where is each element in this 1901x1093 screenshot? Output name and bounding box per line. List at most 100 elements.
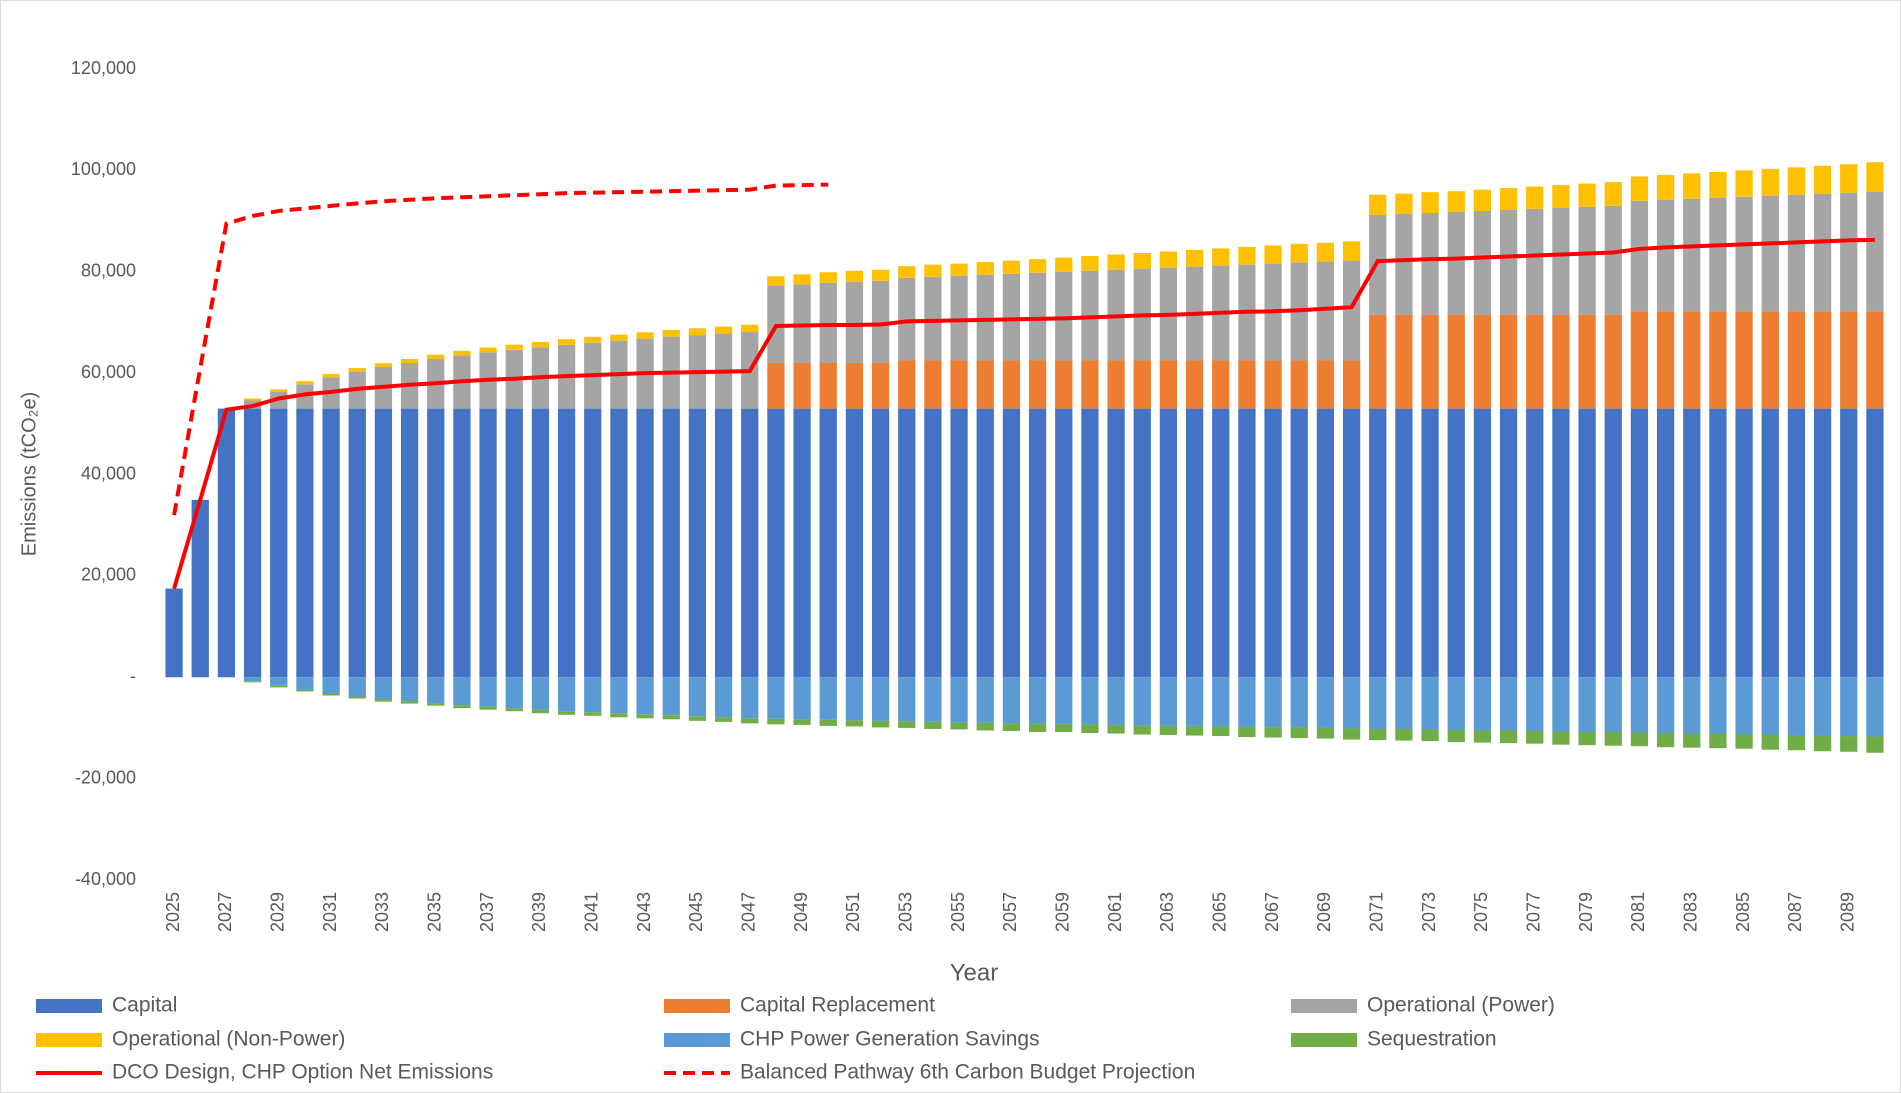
bar-segment: [845, 281, 864, 363]
bar-segment: [557, 408, 576, 678]
bar-segment: [1604, 182, 1622, 206]
bar-segment: [1604, 677, 1622, 732]
x-tick-label: 2027: [215, 892, 235, 932]
x-tick-label: 2069: [1314, 892, 1334, 932]
bar-segment: [1107, 677, 1125, 725]
bar-segment: [374, 699, 393, 702]
bar-segment: [1683, 198, 1701, 312]
bar-segment: [1290, 727, 1308, 739]
bar-segment: [898, 677, 916, 722]
bar-segment: [1735, 677, 1753, 735]
bar-segment: [270, 685, 288, 688]
bar-segment: [1840, 408, 1858, 678]
bar-segment: [1185, 360, 1204, 409]
bar-segment: [1447, 314, 1465, 409]
bar-segment: [1526, 208, 1544, 315]
x-tick-label: 2071: [1367, 892, 1387, 932]
bar-segment: [976, 262, 994, 275]
y-tick-label: -20,000: [75, 767, 136, 787]
bar-segment: [1656, 174, 1675, 200]
bar-segment: [636, 408, 654, 678]
bar-segment: [1473, 677, 1492, 731]
x-tick-label: 2085: [1733, 892, 1753, 932]
bar-segment: [1604, 314, 1622, 409]
bar-segment: [636, 714, 654, 719]
bar-segment: [1028, 360, 1047, 409]
bar-segment: [1630, 732, 1649, 747]
bar-segment: [1081, 724, 1099, 734]
bar-segment: [924, 264, 942, 277]
bar-segment: [1499, 209, 1518, 315]
bar-segment: [1656, 199, 1675, 312]
x-tick-label: 2047: [739, 892, 759, 932]
x-tick-label: 2041: [582, 892, 602, 932]
bar-segment: [741, 324, 759, 333]
x-tick-label: 2037: [477, 892, 497, 932]
bar-segment: [270, 408, 288, 678]
bar-segment: [793, 677, 811, 720]
bar-segment: [819, 408, 837, 678]
bar-segment: [505, 344, 523, 350]
bar-segment: [1578, 314, 1596, 409]
bar-segment: [1709, 408, 1727, 678]
bar-segment: [505, 677, 523, 709]
bar-segment: [636, 332, 654, 339]
bar-segment: [1604, 731, 1622, 746]
bar-segment: [1107, 408, 1125, 678]
bar-segment: [950, 722, 968, 730]
bar-segment: [1342, 260, 1361, 361]
x-tick-label: 2081: [1628, 892, 1648, 932]
bar-segment: [1552, 731, 1570, 745]
legend-label: DCO Design, CHP Option Net Emissions: [112, 1061, 493, 1084]
bar-segment: [1342, 408, 1361, 678]
bar-segment: [898, 266, 916, 278]
bar-segment: [1369, 728, 1387, 741]
bar-segment: [1473, 314, 1492, 409]
bar-segment: [610, 334, 628, 341]
bar-segment: [1421, 729, 1439, 742]
y-tick-label: 80,000: [81, 261, 136, 281]
bar-segment: [1578, 677, 1596, 732]
bar-segment: [400, 701, 419, 704]
bar-segment: [1002, 677, 1021, 724]
bar-segment: [1055, 360, 1073, 409]
bar-segment: [1133, 408, 1151, 678]
bar-segment: [924, 408, 942, 678]
bar-segment: [1264, 360, 1282, 409]
bar-segment: [1840, 164, 1858, 193]
bar-segment: [557, 677, 576, 712]
x-tick-label: 2033: [372, 892, 392, 932]
bar-segment: [1683, 311, 1701, 409]
bar-segment: [714, 677, 733, 718]
bar-segment: [1552, 677, 1570, 732]
bar-segment: [348, 696, 366, 699]
bar-segment: [1787, 408, 1806, 678]
bar-segment: [898, 408, 916, 678]
bar-segment: [1683, 733, 1701, 748]
x-tick-label: 2063: [1157, 892, 1177, 932]
bar-segment: [871, 677, 890, 721]
bar-segment: [1421, 408, 1439, 678]
bar-segment: [1002, 273, 1021, 361]
bar-segment: [662, 330, 680, 337]
bar-segment: [610, 408, 628, 678]
bar-segment: [1578, 206, 1596, 315]
bar-segment: [714, 717, 733, 722]
bar-segment: [1316, 242, 1335, 262]
bar-segment: [1709, 677, 1727, 734]
y-tick-label: -40,000: [75, 869, 136, 889]
bar-segment: [1630, 200, 1649, 312]
bar-segment: [976, 274, 994, 361]
bar-segment: [584, 712, 602, 716]
bar-segment: [1604, 408, 1622, 678]
bar-segment: [270, 389, 288, 392]
bar-segment: [1787, 677, 1806, 736]
bar-segment: [1552, 408, 1570, 678]
bar-segment: [322, 408, 340, 678]
bar-segment: [1866, 311, 1884, 409]
bar-segment: [505, 408, 523, 678]
legend-label: Sequestration: [1367, 1028, 1497, 1051]
bar-segment: [531, 709, 550, 714]
y-tick-label: 100,000: [71, 159, 136, 179]
x-tick-label: 2045: [686, 892, 706, 932]
